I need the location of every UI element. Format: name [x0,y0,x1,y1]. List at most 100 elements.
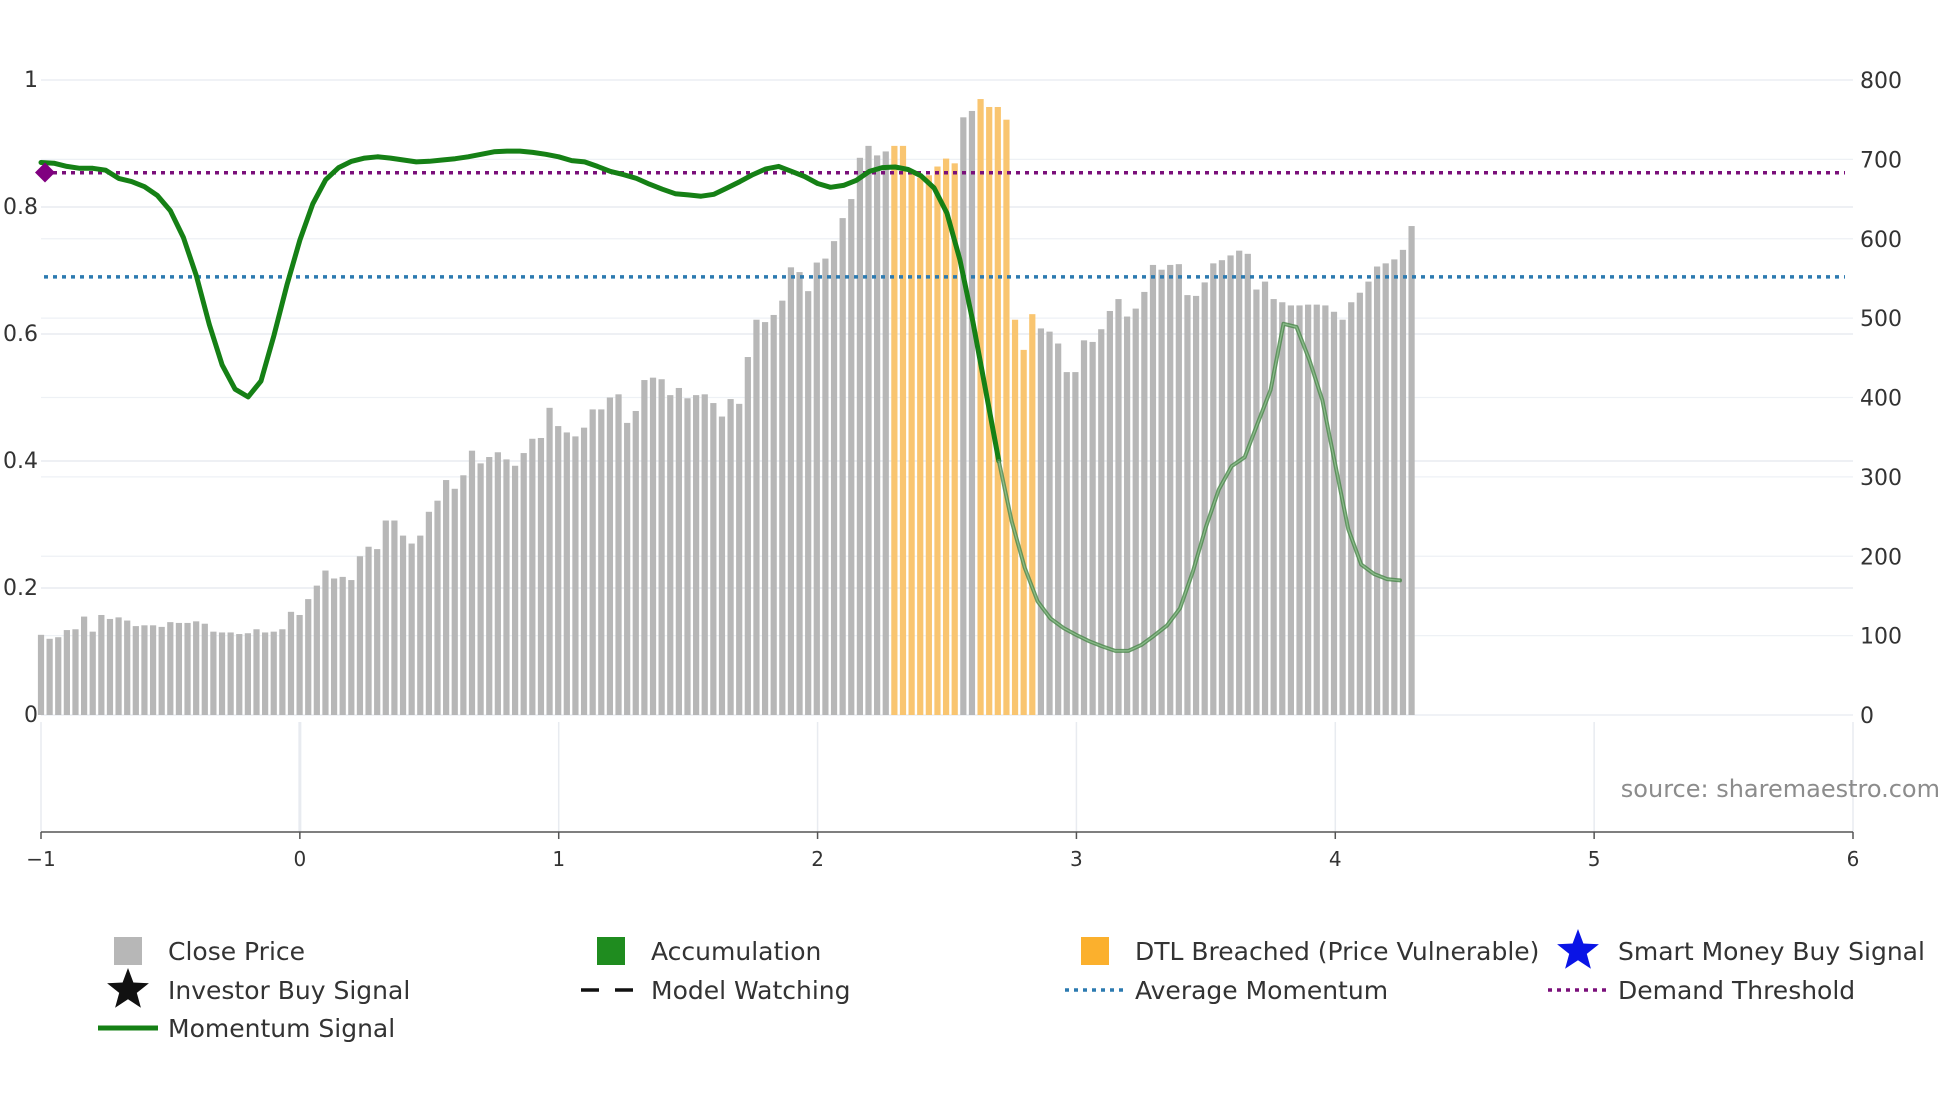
close-price-bar [218,632,226,715]
close-price-bar [770,314,777,715]
left-tick-label: 0.4 [3,449,38,474]
close-price-bar [649,377,657,715]
close-price-bar [494,452,501,715]
close-price-bar [761,322,769,715]
close-price-bar [391,520,398,715]
close-price-bar [486,457,493,715]
close-price-bar [1348,302,1355,715]
close-price-bar [1192,295,1200,715]
reference-lines [44,170,1845,279]
legend-label: DTL Breached (Price Vulnerable) [1135,937,1539,966]
close-price-bar [55,637,62,715]
close-price-bar [960,117,967,715]
close-price-bar [262,632,269,715]
left-tick-label: 0 [24,703,38,728]
dtl-breached-bar [934,166,941,715]
close-price-bar [1080,340,1088,715]
close-price-bar [641,380,648,715]
close-price-bar [1236,250,1243,715]
close-price-bar [1106,310,1113,715]
dtl-breached-bar [891,145,898,715]
close-price-bar [227,632,234,715]
close-price-bar [253,629,260,715]
x-tick-label: −1 [26,847,55,871]
axes: −1 0 1 2 3 4 5 6 0 0.2 0.4 0.6 0.8 1 0 100 200 300 400 500 6… [3,68,1902,871]
x-tick-label: 3 [1070,847,1083,871]
close-price-bar [1201,282,1208,715]
close-price-bar [1089,341,1096,715]
close-price-bar [339,576,346,715]
close-price-bar [529,438,536,715]
close-price-bar [374,549,381,715]
legend-label: Demand Threshold [1618,976,1855,1005]
close-price-bar [830,241,838,715]
close-price-bar [305,599,312,715]
right-tick-label: 0 [1860,704,1874,729]
close-price-bar [72,629,79,715]
close-price-bar [1055,343,1062,715]
close-price-bar [81,616,88,715]
close-price-bar [856,157,863,716]
close-price-bar [106,618,114,715]
close-price-bar [520,453,527,715]
close-price-bar [701,394,708,715]
legend-item: Smart Money Buy Signal [1557,929,1925,969]
legend-item: Average Momentum [1065,976,1388,1005]
close-price-bar [1046,331,1053,715]
x-tick-label: 5 [1588,847,1601,871]
close-price-bar [1141,291,1148,715]
close-price-bar [1063,372,1070,715]
legend-label: Accumulation [651,937,821,966]
x-tick-label: 6 [1847,847,1860,871]
close-price-bar [1408,226,1415,716]
close-price-bar [37,634,45,715]
close-price-bar [606,397,614,715]
close-price-bar [417,535,424,715]
close-price-bar [399,535,407,715]
close-price-bar [141,625,148,715]
close-price-bars [37,99,1415,716]
close-price-bar [1296,305,1303,715]
close-price-bar [434,500,441,715]
close-price-bar [667,395,674,715]
dtl-breached-bar [1011,319,1019,715]
close-price-bar [684,398,691,715]
legend: Close Price Accumulation DTL Breached (Pri… [98,929,1925,1043]
close-price-bar [279,629,286,715]
close-price-bar [236,634,243,715]
close-price-bar [460,475,467,715]
close-price-bar [874,155,881,715]
right-tick-label: 300 [1860,466,1902,491]
close-price-bar [1339,319,1346,715]
close-price-bar [287,611,295,715]
close-price-bar [563,432,570,715]
close-price-bar [580,427,588,715]
close-price-bar [632,410,639,715]
close-price-bar [443,480,450,715]
x-tick-label: 0 [293,847,306,871]
close-price-bar [882,151,889,715]
close-price-bar [718,416,726,715]
close-price-bar [822,258,829,715]
right-tick-label: 700 [1860,148,1902,173]
legend-label: Momentum Signal [168,1014,395,1043]
start-marker [35,162,55,183]
legend-label: Model Watching [651,976,851,1005]
close-price-bar [598,409,605,715]
dtl-breached-bar [977,99,984,716]
momentum-line [38,148,1002,464]
dtl-breached-bar [917,177,924,715]
close-price-bar [1037,328,1045,715]
close-price-bar [1365,281,1372,715]
close-price-bar [1244,253,1251,715]
legend-item: Demand Threshold [1548,976,1855,1005]
close-price-bar [132,626,139,715]
left-tick-label: 1 [24,68,38,93]
close-price-bar [149,625,157,715]
close-price-bar [425,511,432,715]
close-price-bar [865,145,872,715]
legend-item: Investor Buy Signal [107,968,410,1008]
close-price-bar [805,291,812,715]
close-price-bar [1373,266,1381,715]
